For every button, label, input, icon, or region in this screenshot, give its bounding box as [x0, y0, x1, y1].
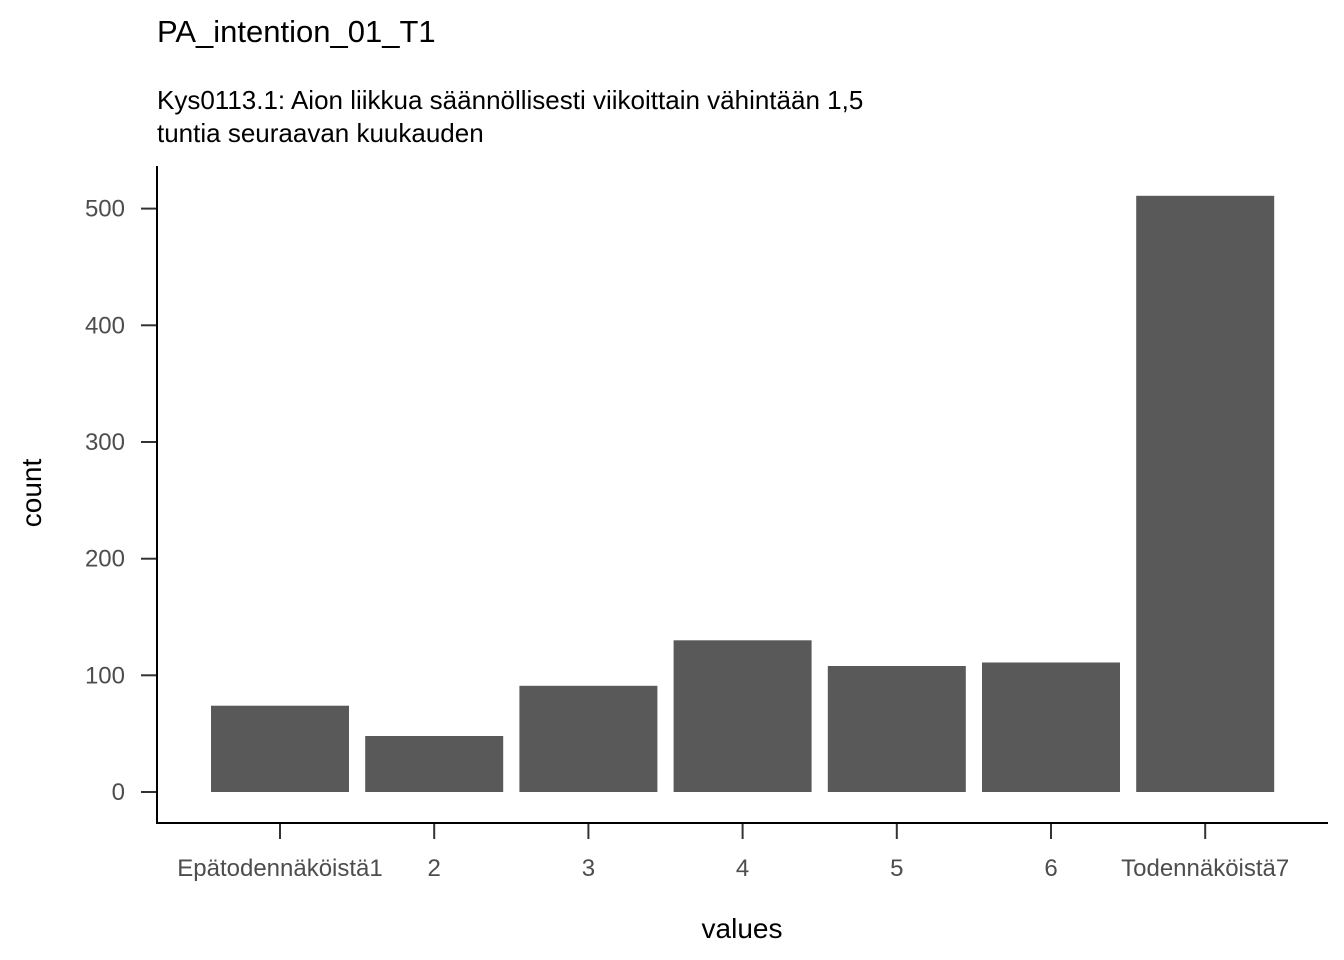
- x-tick-label: 4: [736, 855, 749, 882]
- bar-7: [1136, 195, 1275, 793]
- y-tick-label: 300: [85, 429, 125, 456]
- y-axis-ticks: 0 100 200 300 400 500: [85, 196, 157, 806]
- x-tick-label: 6: [1044, 855, 1057, 882]
- x-tick-label: 3: [582, 855, 595, 882]
- bar-4: [673, 640, 812, 792]
- y-tick-label: 0: [112, 779, 125, 806]
- x-tick-label: Todennäköistä7: [1121, 855, 1289, 882]
- bar-1: [211, 705, 349, 792]
- bar-6: [982, 662, 1120, 792]
- x-tick-label: 2: [428, 855, 441, 882]
- x-tick-label: 5: [890, 855, 903, 882]
- chart-subtitle-line-2: tuntia seuraavan kuukauden: [157, 118, 484, 148]
- y-tick-label: 400: [85, 312, 125, 339]
- y-tick-label: 500: [85, 196, 125, 223]
- x-axis-title: values: [702, 913, 783, 944]
- bar-5: [827, 666, 966, 792]
- bars-group: [211, 195, 1275, 793]
- chart-title: PA_intention_01_T1: [157, 14, 436, 49]
- chart-subtitle-line-1: Kys0113.1: Aion liikkua säännöllisesti v…: [157, 85, 863, 115]
- y-tick-label: 200: [85, 546, 125, 573]
- bar-2: [365, 736, 504, 792]
- x-tick-label: Epätodennäköistä1: [177, 855, 383, 882]
- x-axis-ticks: Epätodennäköistä1 2 3 4 5 6 Todennäköistä7: [177, 823, 1289, 882]
- bar-3: [519, 685, 658, 792]
- y-tick-label: 100: [85, 662, 125, 689]
- y-axis-title: count: [16, 459, 47, 528]
